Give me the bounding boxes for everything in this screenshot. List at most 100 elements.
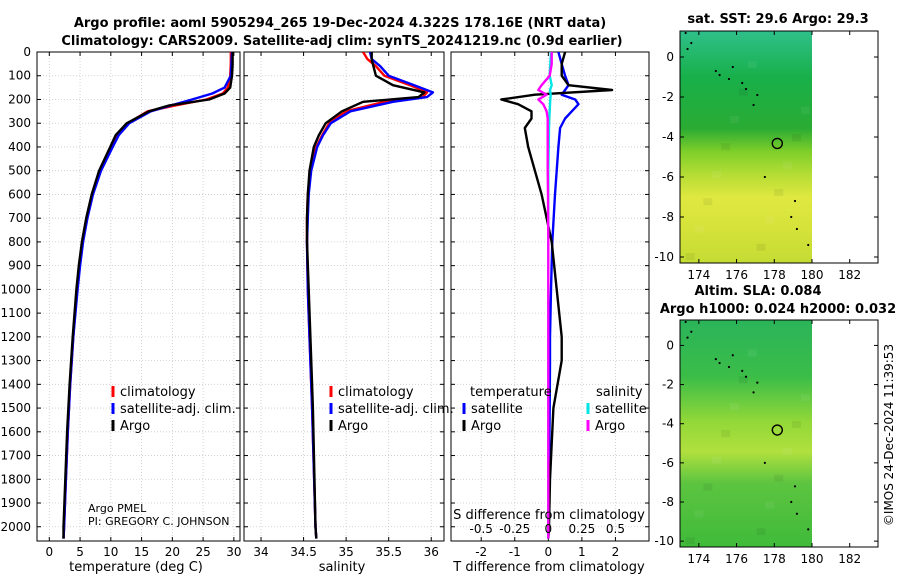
map-texture xyxy=(765,501,775,509)
island-marker xyxy=(795,227,799,231)
depth-tick-label: 600 xyxy=(8,187,31,201)
depth-axis: 0 100 200 300 400 500 600 700 800 900 1000 1100 1200… xyxy=(0,45,31,534)
temperature-panel: 0 5 10 15 20 25 30 xyxy=(36,51,241,559)
x-tick-label: 0 xyxy=(545,545,553,559)
map-texture xyxy=(685,537,695,545)
island-marker xyxy=(793,485,797,488)
lat-tick-label: -6 xyxy=(662,456,674,470)
island-marker xyxy=(752,103,755,107)
map-texture xyxy=(712,456,722,464)
depth-tick-label: 1500 xyxy=(0,401,31,415)
depth-tick-label: 1100 xyxy=(0,306,31,320)
depth-tick-label: 800 xyxy=(8,235,31,249)
series-line-s-argo xyxy=(537,52,553,539)
map-texture xyxy=(774,189,784,196)
pi-line1: Argo PMEL xyxy=(88,502,147,515)
series-line-t-satellite xyxy=(547,52,580,539)
island-marker xyxy=(714,69,717,73)
island-marker xyxy=(718,361,721,365)
lat-tick-label: -10 xyxy=(654,250,674,264)
x-tick-label: 36 xyxy=(424,545,439,559)
legend-salinity-header: salinity xyxy=(596,385,643,400)
island-marker xyxy=(741,81,744,85)
legend-climatology-label: climatology xyxy=(120,385,196,400)
sst-map: 174 176 178 180 182 0 -2 -4 -6 -8 -10 xyxy=(654,30,879,282)
map-texture xyxy=(721,143,731,151)
x-tick-label: 20 xyxy=(165,545,180,559)
salinity-xlabel: salinity xyxy=(319,560,366,575)
lat-tick-label: -10 xyxy=(654,534,674,548)
map-texture xyxy=(800,106,810,114)
argo-position-marker xyxy=(771,424,784,436)
island-marker xyxy=(793,199,797,203)
figure-title-line2: Climatology: CARS2009. Satellite-adj cli… xyxy=(61,34,622,49)
island-marker xyxy=(807,243,810,247)
s-tick-label: -0.25 xyxy=(499,522,530,536)
legend-s-satellite-label: satellite xyxy=(595,402,647,417)
map-data-field xyxy=(680,320,812,547)
lon-tick-label: 180 xyxy=(801,268,824,282)
depth-tick-label: 2000 xyxy=(0,520,31,534)
x-tick-label: 30 xyxy=(226,545,241,559)
map-frame xyxy=(679,30,879,264)
depth-tick-label: 500 xyxy=(8,164,31,178)
map-texture xyxy=(765,216,775,224)
map-frame xyxy=(679,319,879,548)
lon-tick-label: 178 xyxy=(763,268,786,282)
lat-tick-label: -2 xyxy=(662,90,674,104)
legend-t-satellite-label: satellite xyxy=(471,402,523,417)
x-tick-label: 34 xyxy=(253,545,268,559)
lat-tick-label: 0 xyxy=(666,338,674,352)
series-group xyxy=(500,52,614,539)
legend-t-argo-label: Argo xyxy=(471,419,501,434)
island-marker xyxy=(684,31,687,35)
series-group xyxy=(62,52,234,539)
depth-tick-label: 900 xyxy=(8,259,31,273)
lat-tick-label: 0 xyxy=(666,50,674,64)
temperature-legend: climatology satellite-adj. clim. Argo xyxy=(111,385,236,434)
x-tick-label: -2 xyxy=(475,545,487,559)
x-tick-label: -1 xyxy=(509,545,521,559)
island-marker xyxy=(727,365,731,369)
legend-climatology-label: climatology xyxy=(338,385,414,400)
island-marker xyxy=(686,336,689,339)
lon-tick-label: 180 xyxy=(801,552,824,566)
island-marker xyxy=(752,391,755,394)
imos-timestamp: ©IMOS 24-Dec-2024 11:39:53 xyxy=(882,344,896,526)
series-line-t-argo xyxy=(500,52,614,539)
pi-line2: PI: GREGORY C. JOHNSON xyxy=(88,515,229,528)
lat-tick-label: -4 xyxy=(662,417,674,431)
island-marker xyxy=(686,47,689,51)
x-tick-label: 25 xyxy=(195,545,210,559)
series-line-satellite-adj-clim- xyxy=(62,52,234,539)
map-texture xyxy=(747,61,757,69)
map-texture xyxy=(738,376,748,384)
lat-tick-label: -8 xyxy=(662,495,674,509)
x-tick-label: 35.5 xyxy=(375,545,402,559)
figure-title-line1: Argo profile: aoml 5905294_265 19-Dec-20… xyxy=(74,16,606,31)
map-texture xyxy=(703,483,713,491)
depth-tick-label: 300 xyxy=(8,116,31,130)
depth-tick-label: 1800 xyxy=(0,472,31,486)
lat-tick-label: -2 xyxy=(662,378,674,392)
map-texture xyxy=(774,474,784,482)
map-texture xyxy=(685,253,695,260)
lat-tick-label: -6 xyxy=(662,170,674,184)
lon-tick-label: 174 xyxy=(687,552,710,566)
lon-tick-label: 174 xyxy=(687,268,710,282)
map-texture xyxy=(747,349,757,357)
island-marker xyxy=(807,528,810,531)
map-texture xyxy=(712,170,722,178)
map-texture xyxy=(694,510,704,518)
island-marker xyxy=(727,77,731,81)
legend-argo-label: Argo xyxy=(120,419,150,434)
island-marker xyxy=(790,500,793,504)
depth-tick-label: 200 xyxy=(8,92,31,106)
s-tick-label: -0.5 xyxy=(469,522,492,536)
x-tick-label: 2 xyxy=(612,545,620,559)
map-texture xyxy=(756,243,766,251)
depth-tick-label: 1900 xyxy=(0,496,31,510)
x-tick-label: 1 xyxy=(578,545,586,559)
s-tick-label: 0 xyxy=(545,522,553,536)
